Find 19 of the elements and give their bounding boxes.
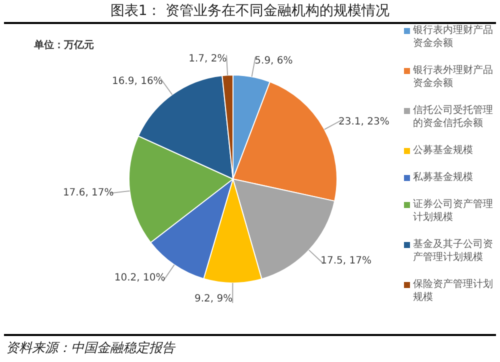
data-label: 10.2, 10% xyxy=(114,272,166,284)
legend-label: 信托公司受托管理的资金信托余额 xyxy=(413,104,494,130)
data-label: 9.2, 9% xyxy=(194,294,233,304)
legend-label: 证券公司资产管理计划规模 xyxy=(413,198,494,224)
data-label: 17.5, 17% xyxy=(320,256,372,266)
data-label: 17.6, 17% xyxy=(62,187,114,198)
legend-label: 私募基金规模 xyxy=(413,171,473,184)
data-label: 23.1, 23% xyxy=(338,116,390,128)
data-label: 1.7, 2% xyxy=(188,54,227,65)
chart-title: 图表1： 资管业务在不同金融机构的规模情况 xyxy=(109,2,391,20)
legend-label: 公募基金规模 xyxy=(413,144,473,157)
legend-label: 基金及其子公司资产管理计划规模 xyxy=(413,238,494,264)
text: 资料来源：中国金融稳定报告 xyxy=(6,340,175,357)
legend-label: 银行表内理财产品资金余额 xyxy=(413,24,494,50)
legend-label: 保险资产管理计划规模 xyxy=(413,278,494,304)
legend-label: 银行表外理财产品资金余额 xyxy=(413,64,494,90)
data-label: 5.9, 6% xyxy=(254,55,293,66)
text: 单位：万亿元 xyxy=(34,38,94,52)
data-label: 16.9, 16% xyxy=(112,76,163,88)
